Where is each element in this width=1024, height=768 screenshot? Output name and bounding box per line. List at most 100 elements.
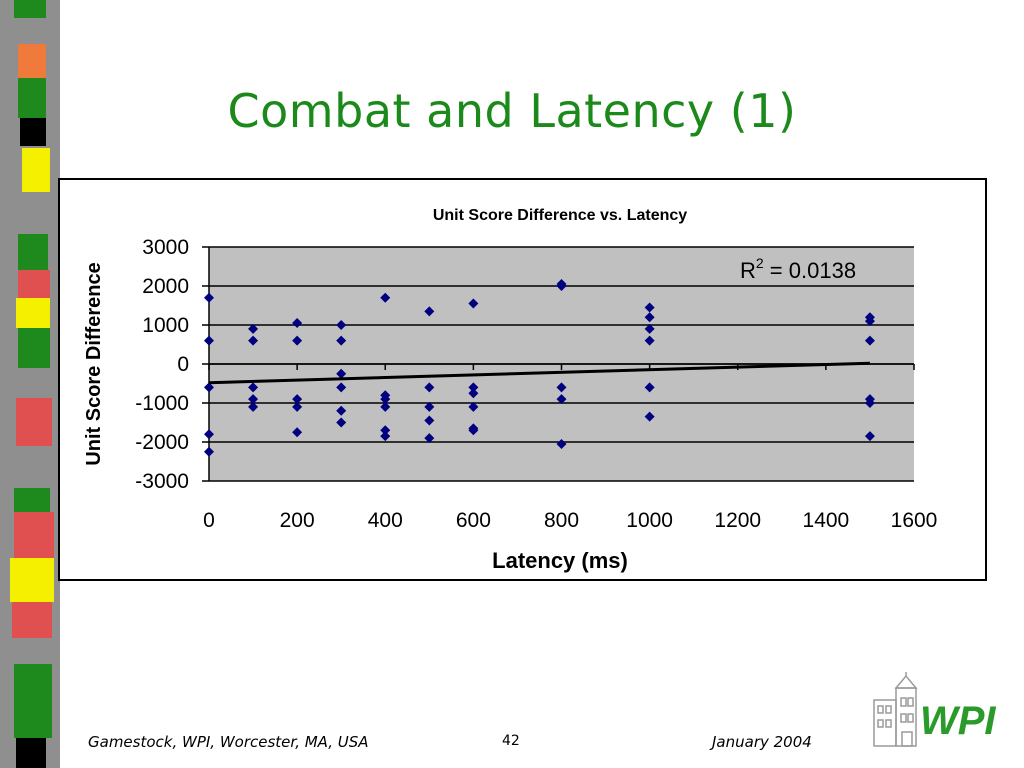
data-point xyxy=(644,335,655,346)
data-point xyxy=(248,382,259,393)
data-point xyxy=(248,323,259,334)
y-axis-label: Unit Score Difference xyxy=(83,262,105,465)
x-tick-label: 200 xyxy=(280,509,315,532)
data-point xyxy=(644,302,655,313)
r-squared-annotation: R2 = 0.0138 xyxy=(740,255,856,283)
r-squared-value: = 0.0138 xyxy=(764,258,856,283)
data-point xyxy=(864,335,875,346)
data-point xyxy=(556,394,567,405)
x-tick-label: 1400 xyxy=(803,509,850,532)
x-tick-label: 1000 xyxy=(626,509,673,532)
data-point xyxy=(424,415,435,426)
strip-block xyxy=(22,148,50,192)
data-point xyxy=(336,320,347,330)
data-point xyxy=(644,382,655,393)
data-point xyxy=(468,298,479,309)
y-tick-labels: 3000 2000 1000 0 -1000 -2000 -3000 xyxy=(135,236,189,493)
strip-block xyxy=(14,664,52,738)
data-point xyxy=(424,433,435,444)
data-point xyxy=(644,323,655,334)
strip-block xyxy=(16,298,50,328)
x-tick-label: 600 xyxy=(456,509,491,532)
y-tick-label: -3000 xyxy=(135,470,189,493)
strip-block xyxy=(20,118,46,146)
strip-block xyxy=(14,512,54,558)
data-point xyxy=(644,411,655,422)
logo-wordmark: WPI xyxy=(920,699,996,743)
data-points xyxy=(204,279,875,457)
data-point xyxy=(556,438,567,449)
data-point xyxy=(380,292,391,303)
data-point xyxy=(204,429,214,440)
y-tick-label: 1000 xyxy=(142,314,189,337)
x-tick-label: 0 xyxy=(203,509,215,532)
x-tick-label: 1200 xyxy=(714,509,761,532)
x-tick-label: 1600 xyxy=(891,509,938,532)
data-point xyxy=(468,401,479,412)
data-point xyxy=(292,318,303,329)
data-point xyxy=(204,446,214,457)
data-point xyxy=(204,382,214,393)
data-point xyxy=(380,394,391,405)
y-tick-label: 2000 xyxy=(142,275,189,298)
data-point xyxy=(468,382,479,393)
strip-block xyxy=(18,328,50,368)
footer-venue: Gamestock, WPI, Worcester, MA, USA xyxy=(88,733,369,751)
building-illustration xyxy=(873,672,918,747)
y-tick-label: -2000 xyxy=(135,431,189,454)
data-point xyxy=(424,382,435,393)
y-tick-label: 0 xyxy=(177,353,189,376)
strip-block xyxy=(18,78,46,118)
data-point xyxy=(336,368,347,379)
data-point xyxy=(204,335,214,346)
decorative-color-strip xyxy=(0,0,60,768)
data-point xyxy=(248,335,259,346)
strip-block xyxy=(14,0,46,18)
data-point xyxy=(380,431,391,442)
x-tick-label: 400 xyxy=(368,509,403,532)
x-tick-label: 800 xyxy=(544,509,579,532)
data-point xyxy=(292,394,303,405)
data-point xyxy=(556,281,567,291)
data-point xyxy=(248,394,259,405)
strip-block xyxy=(16,398,52,446)
data-point xyxy=(556,382,567,393)
data-point xyxy=(380,401,391,412)
strip-block xyxy=(14,488,50,512)
data-point xyxy=(468,425,479,436)
data-point xyxy=(204,292,214,303)
x-tick-labels: 0 200 400 600 800 1000 1200 1400 1600 xyxy=(203,509,937,532)
strip-block xyxy=(16,738,46,768)
chart-title: Unit Score Difference vs. Latency xyxy=(433,207,687,224)
chart-frame: Unit Score Difference vs. Latency 3000 20… xyxy=(58,178,987,581)
strip-block xyxy=(18,44,46,78)
y-tick-label: -1000 xyxy=(135,392,189,415)
wpi-logo: WPI xyxy=(873,672,996,747)
r-squared-r: R xyxy=(740,258,756,283)
r-squared-superscript: 2 xyxy=(756,255,764,271)
slide-title: Combat and Latency (1) xyxy=(227,84,797,138)
scatter-chart: Unit Score Difference vs. Latency 300020… xyxy=(83,207,937,573)
strip-block xyxy=(12,602,52,638)
data-point xyxy=(336,382,347,393)
data-point xyxy=(864,398,875,408)
data-point xyxy=(248,401,259,412)
footer-page-number: 42 xyxy=(502,733,520,749)
data-point xyxy=(336,405,347,416)
x-axis-label: Latency (ms) xyxy=(492,548,628,573)
data-point xyxy=(644,312,655,323)
data-point xyxy=(468,388,479,399)
strip-block xyxy=(18,234,48,270)
data-point xyxy=(292,335,303,346)
footer-date: January 2004 xyxy=(712,733,812,751)
data-point xyxy=(864,316,875,327)
data-point xyxy=(292,427,303,438)
data-point xyxy=(424,401,435,412)
strip-block xyxy=(18,270,50,300)
data-point xyxy=(424,306,435,317)
data-point xyxy=(336,335,347,346)
data-point xyxy=(292,401,303,412)
strip-block xyxy=(10,558,54,602)
data-point xyxy=(336,417,347,428)
data-point xyxy=(380,425,391,436)
